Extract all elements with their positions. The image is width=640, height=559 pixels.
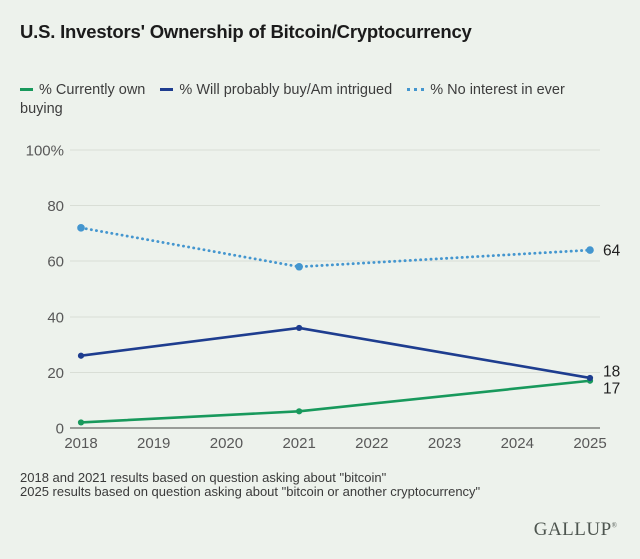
will-probably-buy-line-swatch-icon	[160, 87, 174, 91]
end-value-label: 18	[603, 363, 620, 380]
footnote-line-2: 2025 results based on question asking ab…	[20, 483, 481, 499]
legend-item-no-interest: % No interest in ever buying	[20, 82, 565, 117]
data-point	[296, 408, 303, 415]
series-2	[77, 224, 594, 271]
gallup-logo: GALLUP®	[534, 519, 617, 541]
data-point	[77, 419, 85, 426]
y-tick-labels: 0 20 40 60 80 100%	[26, 143, 64, 438]
data-point	[586, 246, 594, 254]
y-tick-label: 0	[56, 421, 64, 438]
data-point	[296, 324, 303, 332]
y-tick-label: 100%	[26, 143, 64, 160]
y-tick-label: 20	[47, 365, 64, 382]
footnote-line-1: 2018 and 2021 results based on question …	[20, 470, 387, 485]
currently-own-line-swatch-icon	[20, 87, 33, 91]
data-point	[295, 262, 303, 271]
x-tick-label: 2023	[428, 435, 461, 452]
y-grid	[70, 149, 600, 429]
y-tick-label: 60	[47, 254, 64, 271]
data-point	[586, 374, 594, 382]
registered-trademark-icon: ®	[611, 521, 617, 530]
legend-item-will-probably-buy: % Will probably buy/Am intrigued	[160, 82, 392, 98]
x-tick-label: 2021	[282, 435, 315, 452]
y-tick-label: 80	[47, 198, 64, 215]
x-tick-labels: 2018 2019 2020 2021 2022 2023 2024 2025	[64, 435, 606, 452]
chart-title: U.S. Investors' Ownership of Bitcoin/Cry…	[20, 21, 472, 42]
legend-label-will-probably-buy: % Will probably buy/Am intrigued	[179, 82, 393, 98]
legend-label-currently-own: % Currently own	[39, 82, 146, 98]
data-point	[77, 224, 85, 232]
x-tick-label: 2020	[210, 435, 243, 452]
series-1	[77, 324, 594, 382]
no-interest-dotted-swatch-icon	[407, 87, 425, 91]
data-point	[77, 352, 85, 359]
x-tick-label: 2024	[501, 435, 534, 452]
legend-item-currently-own: % Currently own	[20, 82, 145, 98]
series-0	[77, 377, 594, 426]
gallup-logo-text: GALLUP	[533, 519, 612, 540]
end-value-label: 64	[603, 243, 621, 260]
legend-label-no-interest: % No interest in ever buying	[20, 82, 565, 117]
end-value-label: 17	[603, 380, 620, 397]
x-tick-label: 2025	[573, 435, 606, 452]
y-tick-label: 40	[47, 309, 64, 326]
x-tick-label: 2019	[137, 435, 170, 452]
x-tick-label: 2018	[64, 435, 97, 452]
chart-footnotes: 2018 and 2021 results based on question …	[20, 471, 480, 498]
x-tick-label: 2022	[355, 435, 388, 452]
chart-legend: % Currently own % Will probably buy/Am i…	[20, 81, 582, 118]
